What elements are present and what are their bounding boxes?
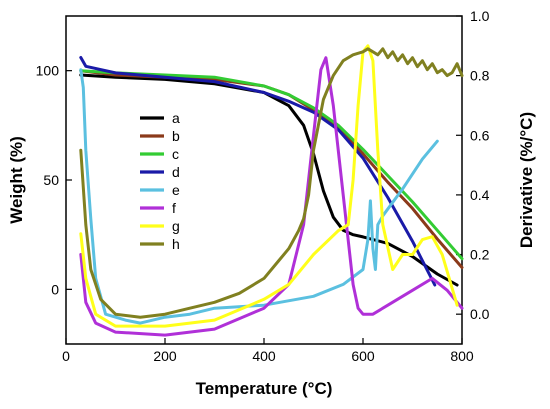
- y-right-tick-label: 0.4: [470, 187, 490, 203]
- y-right-tick-label: 1.0: [470, 8, 490, 24]
- series-line-g: [79, 44, 459, 328]
- x-tick-label: 400: [252, 348, 276, 364]
- x-tick-label: 800: [450, 348, 474, 364]
- y-right-tick-label: 0.8: [470, 68, 490, 84]
- x-tick-label: 0: [62, 348, 70, 364]
- y-left-tick-label: 50: [43, 172, 59, 188]
- legend-label-a: a: [172, 110, 180, 126]
- series-line-f: [79, 56, 464, 337]
- legend-label-g: g: [172, 218, 180, 234]
- x-axis-label: Temperature (°C): [196, 379, 333, 398]
- y-left-tick-label: 0: [51, 281, 59, 297]
- y-right-tick-label: 0.6: [470, 127, 490, 143]
- legend-label-e: e: [172, 182, 180, 198]
- legend-label-h: h: [172, 236, 180, 252]
- series-line-b: [79, 69, 464, 269]
- y-right-tick-label: 0.2: [470, 247, 490, 263]
- y-left-axis-label: Weight (%): [7, 136, 26, 224]
- y-right-axis-label: Derivative (%/°C): [517, 112, 536, 248]
- series-line-d: [79, 56, 437, 287]
- legend-label-c: c: [172, 146, 179, 162]
- series-line-c: [79, 69, 464, 261]
- series-line-h: [79, 47, 464, 319]
- y-left-tick-label: 100: [36, 63, 60, 79]
- legend-label-b: b: [172, 128, 180, 144]
- x-tick-label: 600: [351, 348, 375, 364]
- y-right-tick-label: 0.0: [470, 306, 490, 322]
- legend-label-f: f: [172, 200, 176, 216]
- series-line-a: [79, 73, 459, 287]
- legend-label-d: d: [172, 164, 180, 180]
- x-tick-label: 200: [153, 348, 177, 364]
- series-line-e: [79, 68, 439, 325]
